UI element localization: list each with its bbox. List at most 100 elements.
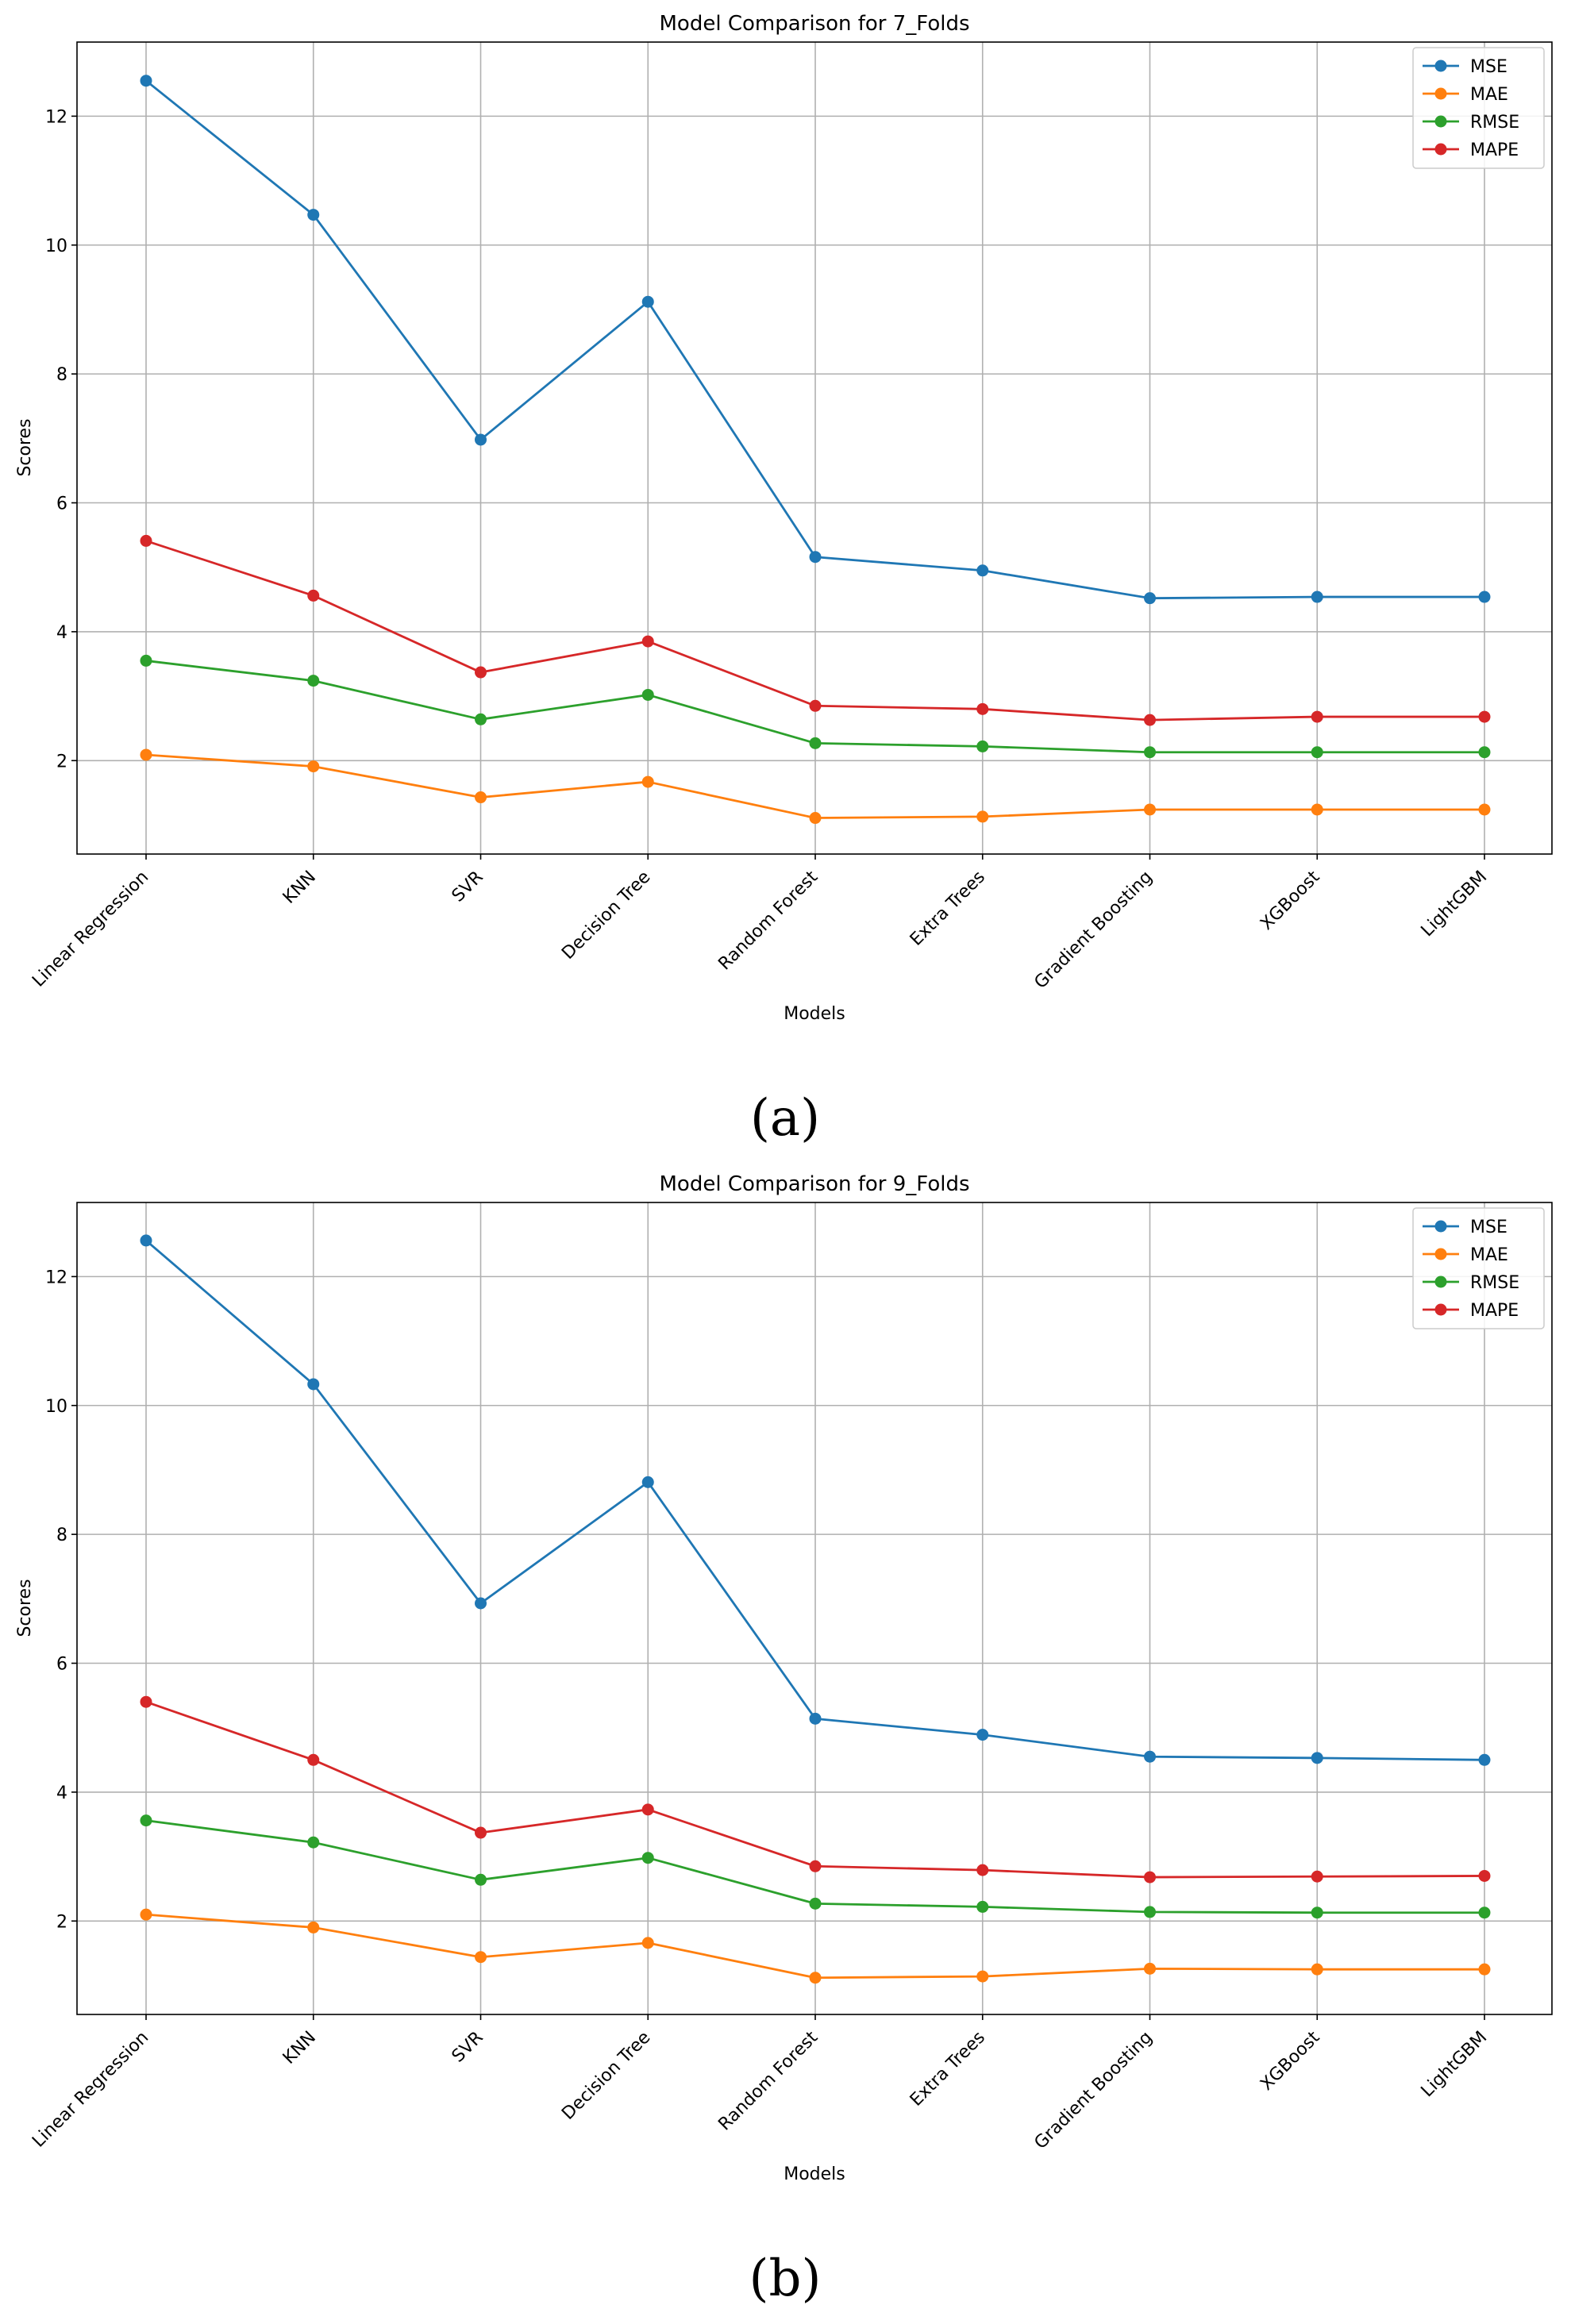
data-point-rmse xyxy=(1478,746,1491,759)
x-tick-label: XGBoost xyxy=(1257,2027,1324,2095)
data-point-mse xyxy=(976,564,989,577)
data-point-mse xyxy=(1144,592,1156,605)
chart-title: Model Comparison for 9_Folds xyxy=(659,1172,969,1196)
data-point-mse xyxy=(976,1729,989,1741)
y-tick-label: 12 xyxy=(45,1268,67,1287)
data-point-mae xyxy=(1311,1963,1323,1976)
y-tick-label: 8 xyxy=(56,365,67,385)
x-tick-label: KNN xyxy=(279,868,320,908)
panel-label-a: (a) xyxy=(750,1089,820,1148)
data-point-mse xyxy=(307,209,320,221)
data-point-mape xyxy=(809,699,822,712)
data-point-rmse xyxy=(976,1900,989,1913)
data-point-mape xyxy=(976,1864,989,1876)
grid xyxy=(77,1202,1552,2014)
data-point-mape xyxy=(641,1803,654,1816)
y-tick-label: 6 xyxy=(56,494,67,514)
plot-frame xyxy=(76,41,1553,855)
data-point-mae xyxy=(1144,1962,1156,1975)
data-point-mape xyxy=(140,1695,152,1708)
data-point-mse xyxy=(641,1476,654,1488)
data-point-mape xyxy=(976,702,989,715)
data-point-mape xyxy=(1144,714,1156,726)
chart-panel-b: Linear Regression KNN SVR Decision Tree Rand… xyxy=(15,1172,1553,2308)
data-point-mae xyxy=(641,1937,654,1949)
y-tick-label: 4 xyxy=(56,623,67,643)
x-axis-label: Models xyxy=(784,2164,845,2184)
legend-marker-mse xyxy=(1434,60,1447,72)
x-tick-label: Linear Regression xyxy=(29,2028,152,2152)
x-tick-label: Gradient Boosting xyxy=(1030,2028,1156,2153)
x-tick-label: Extra Trees xyxy=(907,868,989,950)
data-point-rmse xyxy=(1311,1907,1323,1919)
data-point-mse xyxy=(307,1378,320,1391)
x-tick-label: LightGBM xyxy=(1418,2028,1492,2102)
y-tick-label: 6 xyxy=(56,1655,67,1675)
data-point-mae xyxy=(1311,803,1323,816)
data-point-mae xyxy=(307,760,320,773)
x-tick-label: KNN xyxy=(279,2028,320,2068)
data-point-mape xyxy=(1311,710,1323,723)
legend-label-mse: MSE xyxy=(1470,1218,1507,1237)
x-tick-label: Decision Tree xyxy=(558,868,654,964)
legend-marker-rmse xyxy=(1434,115,1447,128)
legend: MSE MAE RMSE MAPE xyxy=(1412,47,1545,169)
legend-marker-mae xyxy=(1434,1248,1447,1260)
data-point-rmse xyxy=(1311,746,1323,759)
data-point-rmse xyxy=(976,740,989,752)
data-point-mse xyxy=(1311,591,1323,603)
data-point-mape xyxy=(307,589,320,602)
x-axis-label: Models xyxy=(784,1004,845,1024)
data-point-mape xyxy=(1478,710,1491,723)
x-tick-label: SVR xyxy=(449,868,487,906)
data-point-mae xyxy=(809,812,822,825)
y-tick-label: 12 xyxy=(45,107,67,127)
plot-frame xyxy=(76,1202,1553,2015)
legend-label-mape: MAPE xyxy=(1470,1301,1519,1321)
data-point-mse xyxy=(475,433,487,446)
legend-marker-mape xyxy=(1434,1303,1447,1316)
data-point-mse xyxy=(475,1597,487,1610)
x-tick-label: Random Forest xyxy=(714,2027,822,2134)
legend-marker-rmse xyxy=(1434,1276,1447,1288)
data-point-rmse xyxy=(1144,746,1156,759)
data-point-mae xyxy=(475,1951,487,1964)
x-tick-label: Random Forest xyxy=(714,867,822,974)
y-tick-label: 8 xyxy=(56,1526,67,1545)
data-point-mae xyxy=(976,810,989,823)
y-axis-label: Scores xyxy=(15,418,35,476)
y-tick-label: 4 xyxy=(56,1783,67,1803)
data-point-rmse xyxy=(475,713,487,725)
data-point-mae xyxy=(307,1921,320,1933)
data-point-mse xyxy=(140,75,152,87)
data-point-mape xyxy=(307,1753,320,1766)
x-tick-label: Gradient Boosting xyxy=(1030,868,1156,993)
x-tick-label: Extra Trees xyxy=(907,2028,989,2110)
data-point-rmse xyxy=(307,675,320,687)
data-point-mse xyxy=(1311,1752,1323,1764)
x-tick-label: SVR xyxy=(449,2028,487,2067)
data-point-mape xyxy=(1311,1870,1323,1883)
x-tick-label: Linear Regression xyxy=(29,868,152,991)
data-point-rmse xyxy=(307,1836,320,1849)
data-point-mape xyxy=(1144,1871,1156,1883)
legend-box xyxy=(1412,1207,1545,1329)
data-point-mse xyxy=(641,295,654,308)
y-tick-label: 10 xyxy=(45,1397,67,1417)
data-point-rmse xyxy=(475,1873,487,1886)
data-point-mae xyxy=(140,1908,152,1921)
data-point-mape xyxy=(641,635,654,648)
data-point-mape xyxy=(809,1860,822,1872)
plot-area xyxy=(77,1202,1552,2014)
legend-box xyxy=(1412,47,1545,169)
data-point-mae xyxy=(641,775,654,788)
data-point-mae xyxy=(1478,1963,1491,1976)
chart-title: Model Comparison for 7_Folds xyxy=(659,12,969,36)
legend-marker-mape xyxy=(1434,143,1447,156)
plot-area xyxy=(77,42,1552,854)
grid xyxy=(77,42,1552,854)
y-axis-label: Scores xyxy=(15,1579,35,1637)
x-tick-label: XGBoost xyxy=(1257,867,1324,934)
series xyxy=(140,75,1491,825)
data-point-rmse xyxy=(809,737,822,749)
